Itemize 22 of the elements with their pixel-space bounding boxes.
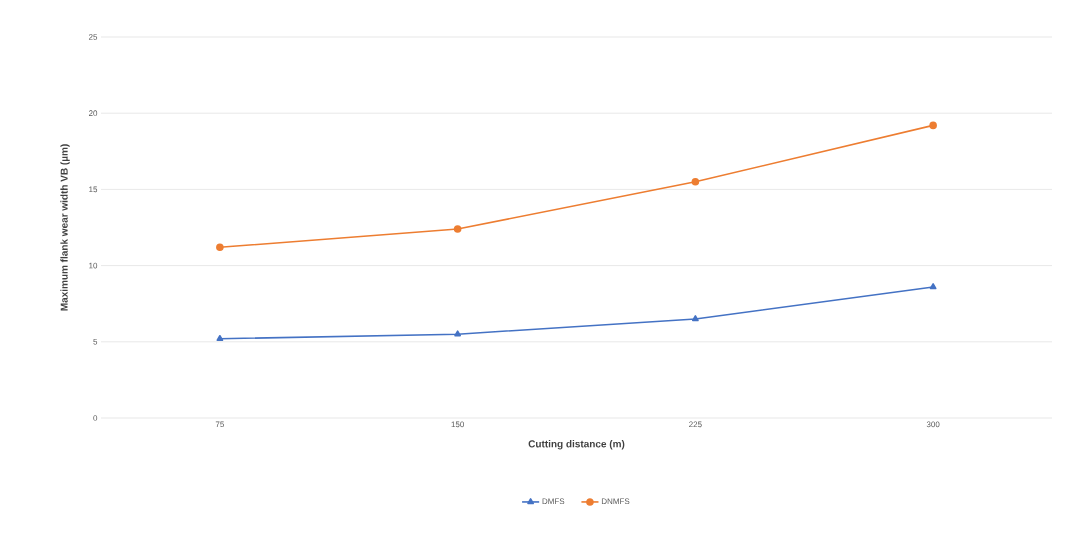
point bbox=[929, 121, 937, 130]
y-tick-label: 20 bbox=[88, 110, 98, 117]
point bbox=[453, 225, 462, 233]
legend-label: DNMFS bbox=[601, 498, 630, 505]
x-axis-title: Cutting distance (m) bbox=[528, 440, 625, 450]
y-tick-label: 0 bbox=[93, 415, 98, 421]
y-tick-label: 25 bbox=[88, 34, 98, 40]
x-tick-label: 300 bbox=[926, 421, 940, 428]
point bbox=[691, 177, 700, 186]
x-tick-label: 225 bbox=[689, 421, 702, 428]
y-tick-label: 15 bbox=[89, 186, 98, 193]
point bbox=[691, 315, 699, 322]
y-tick-label: 5 bbox=[93, 339, 98, 345]
y-axis-title: Maximum flank wear width VB (µm) bbox=[60, 144, 70, 311]
y-tick-label: 10 bbox=[89, 262, 98, 269]
x-tick-label: 150 bbox=[451, 421, 464, 428]
point bbox=[454, 330, 462, 337]
legend-label: DMFS bbox=[542, 498, 565, 505]
point bbox=[216, 243, 224, 252]
point bbox=[216, 334, 224, 342]
point bbox=[929, 283, 937, 290]
x-tick-label: 75 bbox=[215, 421, 224, 428]
